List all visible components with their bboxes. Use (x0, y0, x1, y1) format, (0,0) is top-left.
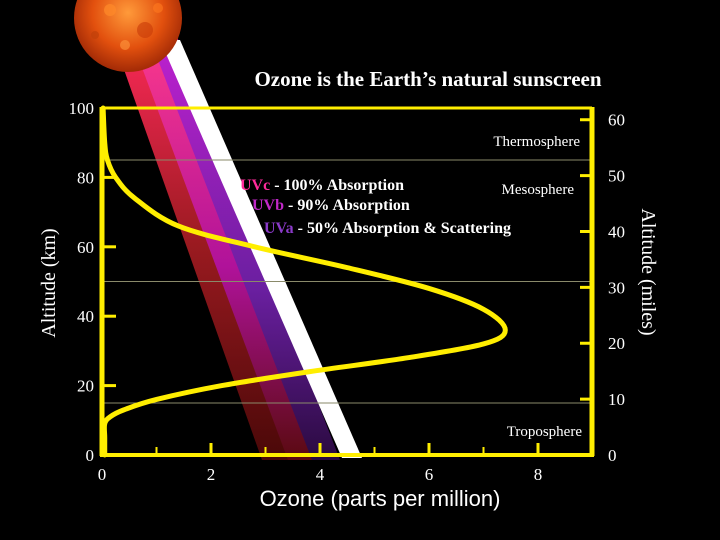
layer-lines (102, 159, 592, 404)
uvb-annotation: UVb - 90% Absorption (252, 197, 410, 214)
x-tick-label: 2 (207, 465, 216, 484)
y2-axis-ticks: 0 10 20 30 40 50 60 (580, 111, 625, 465)
uvc-text: - 100% Absorption (270, 177, 404, 194)
y-tick-label: 0 (86, 446, 95, 465)
y2-tick-label: 20 (608, 334, 625, 353)
layer-label-troposphere: Troposphere (507, 424, 583, 440)
uvc-band: UVc (240, 177, 270, 194)
y2-axis-label: Altitude (miles) (637, 208, 659, 335)
layer-label-thermosphere: Thermosphere (493, 134, 580, 150)
sun-icon (74, 0, 182, 72)
uv-rays (110, 30, 362, 460)
y2-tick-label: 50 (608, 167, 625, 186)
layer-label-mesosphere: Mesosphere (502, 182, 575, 198)
y-tick-label: 40 (77, 307, 94, 326)
y2-tick-label: 40 (608, 222, 625, 241)
y-tick-label: 20 (77, 377, 94, 396)
uvc-annotation: UVc - 100% Absorption (240, 177, 404, 194)
x-tick-label: 4 (316, 465, 325, 484)
uva-band: UVa (264, 220, 294, 237)
y-axis-ticks: 0 20 40 60 80 100 (69, 99, 116, 465)
x-axis-label: Ozone (parts per million) (260, 486, 501, 511)
uvb-band: UVb (252, 197, 284, 214)
uva-annotation: UVa - 50% Absorption & Scattering (264, 220, 511, 237)
chart-title: Ozone is the Earth’s natural sunscreen (254, 67, 601, 91)
y-tick-label: 80 (77, 168, 94, 187)
x-tick-label: 8 (534, 465, 543, 484)
y-tick-label: 60 (77, 238, 94, 257)
y-tick-label: 100 (69, 99, 95, 118)
uva-text: - 50% Absorption & Scattering (294, 220, 511, 237)
y2-tick-label: 10 (608, 390, 625, 409)
y2-tick-label: 30 (608, 278, 625, 297)
x-tick-label: 6 (425, 465, 434, 484)
ray-uva (148, 34, 340, 460)
y2-tick-label: 60 (608, 111, 625, 130)
y2-tick-label: 0 (608, 446, 617, 465)
uvb-text: - 90% Absorption (284, 197, 410, 214)
ozone-profile-line (100, 105, 508, 458)
y-axis-label: Altitude (km) (38, 228, 60, 337)
x-tick-label: 0 (98, 465, 107, 484)
x-axis-ticks: 0 2 4 6 8 (98, 443, 543, 484)
